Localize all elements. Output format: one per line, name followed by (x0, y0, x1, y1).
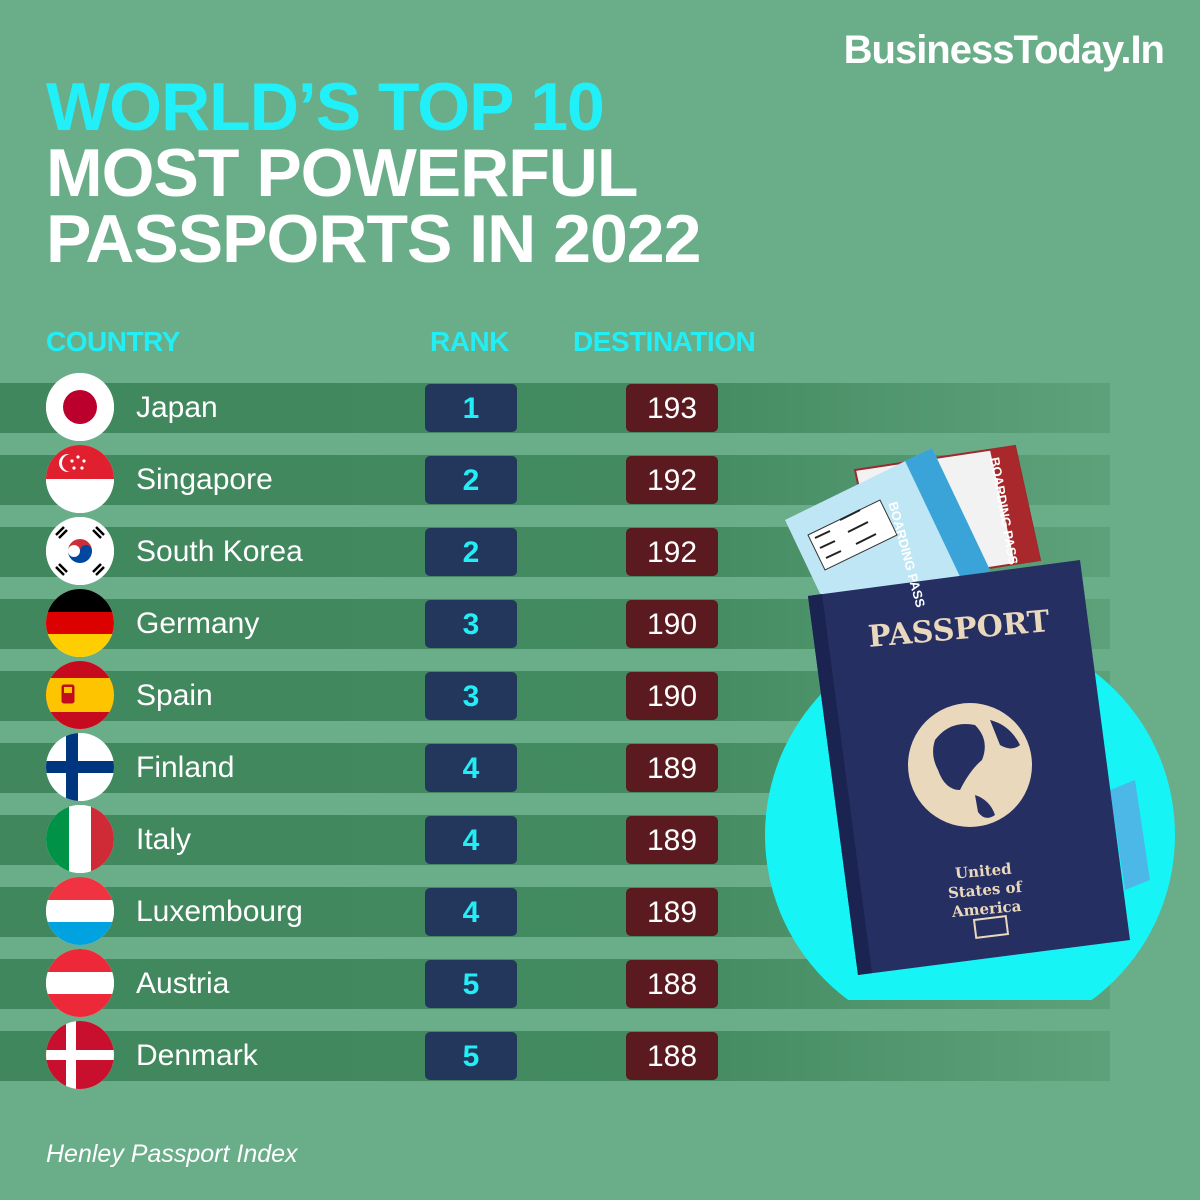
austria-flag-icon (46, 949, 114, 1017)
luxembourg-flag-icon (46, 877, 114, 945)
country-name: Singapore (136, 463, 273, 496)
country-name: Finland (136, 751, 235, 784)
singapore-flag-icon (46, 445, 114, 513)
destination-value: 193 (626, 384, 718, 432)
table-row: Denmark 5 188 (0, 1021, 1200, 1103)
source-note: Henley Passport Index (46, 1140, 298, 1168)
page-title: WORLD’S TOP 10 MOST POWERFUL PASSPORTS I… (46, 69, 701, 277)
rank-value: 2 (425, 456, 517, 504)
column-header-country: COUNTRY (46, 326, 180, 357)
country-name: Spain (136, 679, 213, 712)
destination-value: 188 (626, 960, 718, 1008)
country-name: Japan (136, 391, 218, 424)
column-header-rank: RANK (430, 326, 509, 357)
rank-value: 4 (425, 888, 517, 936)
destination-value: 190 (626, 672, 718, 720)
germany-flag-icon (46, 589, 114, 657)
rank-value: 3 (425, 600, 517, 648)
title-line-3: PASSPORTS IN 2022 (46, 201, 701, 277)
rank-value: 1 (425, 384, 517, 432)
country-name: Luxembourg (136, 895, 303, 928)
spain-flag-icon (46, 661, 114, 729)
rank-value: 3 (425, 672, 517, 720)
rank-value: 4 (425, 816, 517, 864)
country-name: Austria (136, 967, 230, 1000)
title-line-1: WORLD’S TOP 10 (46, 69, 605, 145)
column-header-destination: DESTINATION (573, 326, 756, 357)
destination-value: 192 (626, 456, 718, 504)
country-name: Italy (136, 823, 192, 856)
destination-value: 189 (626, 888, 718, 936)
rank-value: 4 (425, 744, 517, 792)
country-name: Denmark (136, 1039, 258, 1072)
table-row: Japan 1 193 (0, 373, 1200, 455)
finland-flag-icon (46, 733, 114, 801)
south-korea-flag-icon (46, 517, 114, 585)
destination-value: 189 (626, 816, 718, 864)
chip-icon (972, 915, 1010, 939)
rank-value: 2 (425, 528, 517, 576)
denmark-flag-icon (46, 1021, 114, 1089)
row-band (0, 1031, 1110, 1081)
destination-value: 188 (626, 1032, 718, 1080)
destination-value: 192 (626, 528, 718, 576)
brand-logo: BusinessToday.In (843, 28, 1165, 72)
country-name: Germany (136, 607, 260, 640)
row-band (0, 383, 1110, 433)
title-line-2: MOST POWERFUL (46, 135, 638, 211)
passport-country: United States of America (947, 859, 1023, 921)
destination-value: 189 (626, 744, 718, 792)
country-name: South Korea (136, 535, 303, 568)
rank-value: 5 (425, 960, 517, 1008)
japan-flag-icon (46, 373, 114, 441)
italy-flag-icon (46, 805, 114, 873)
passport-with-boarding-passes-icon (765, 444, 1175, 1000)
destination-value: 190 (626, 600, 718, 648)
rank-value: 5 (425, 1032, 517, 1080)
